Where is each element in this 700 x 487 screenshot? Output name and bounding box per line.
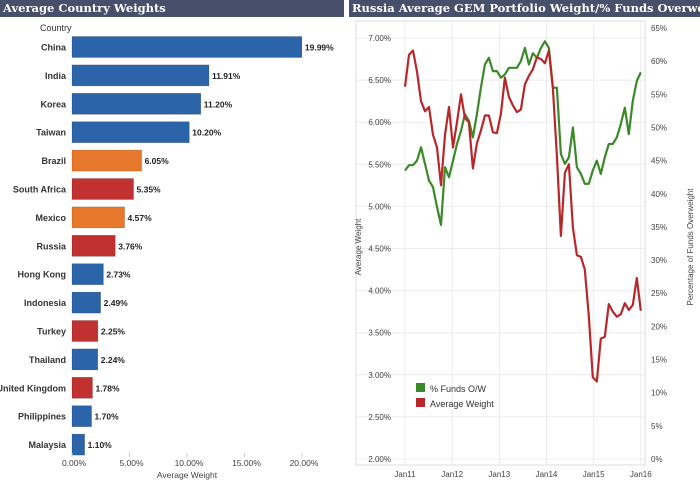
right-tick-label: 45%: [651, 157, 667, 166]
bar: [71, 376, 93, 399]
bar: [71, 178, 134, 200]
x-tick-label: 10.00%: [175, 458, 204, 468]
x-tick-label: Jan13: [488, 470, 510, 479]
right-axis-title: Percentage of Funds Overweight: [686, 188, 695, 306]
x-tick-label: Jan16: [630, 470, 652, 479]
x-tick-label: Jan15: [583, 470, 605, 479]
bar-value-label: 4.57%: [128, 213, 153, 223]
country-label: Mexico: [35, 213, 66, 223]
bar-value-label: 11.91%: [212, 71, 241, 81]
bar-value-label: 1.78%: [95, 383, 120, 393]
right-tick-label: 25%: [651, 289, 667, 298]
country-label: Russia: [36, 241, 67, 251]
russia-weight-line-chart: 2.00% 2.50% 3.00% 3.50% 4.00% 4.50% 5.00% 5.50%…: [354, 20, 695, 479]
x-tick-label: Jan11: [394, 470, 416, 479]
right-tick-label: 65%: [651, 24, 667, 33]
bar: [71, 149, 142, 172]
x-axis-title: Average Weight: [157, 470, 218, 480]
left-tick-label: 4.50%: [368, 245, 391, 254]
bar-value-label: 5.35%: [137, 185, 162, 195]
right-tick-label: 60%: [651, 57, 667, 66]
left-tick-label: 3.50%: [368, 329, 391, 338]
left-axis-title: Average Weight: [354, 218, 363, 275]
left-tick-label: 3.00%: [368, 371, 391, 380]
x-tick-label: 0.00%: [62, 458, 87, 468]
x-tick-label: Jan14: [536, 470, 558, 479]
right-tick-label: 15%: [651, 356, 667, 365]
right-tick-label: 10%: [651, 389, 667, 398]
country-label: Philippines: [18, 412, 66, 422]
right-tick-label: 5%: [651, 422, 663, 431]
country-label: Turkey: [37, 327, 66, 337]
right-tick-label: 30%: [651, 256, 667, 265]
bar-value-label: 6.05%: [145, 156, 170, 166]
bar: [71, 36, 303, 58]
bar-value-label: 2.73%: [106, 270, 131, 280]
country-label: Brazil: [41, 156, 66, 166]
country-label: Thailand: [29, 355, 66, 365]
bar: [71, 405, 92, 428]
left-tick-label: 5.50%: [368, 160, 391, 169]
left-tick-label: 4.00%: [368, 287, 391, 296]
left-chart-title: Average Country Weights: [0, 0, 344, 17]
country-label: Taiwan: [36, 128, 66, 138]
bar: [71, 93, 202, 115]
x-tick-label: 15.00%: [232, 458, 261, 468]
left-tick-label: 6.50%: [368, 76, 391, 85]
bar-value-label: 11.20%: [204, 99, 233, 109]
bar: [71, 206, 125, 229]
bar-value-label: 1.70%: [95, 412, 120, 422]
country-weights-bar-chart: Country China 19.99% India 11.91% Korea 11.20%…: [0, 23, 334, 480]
bar-value-label: 2.25%: [101, 327, 126, 337]
left-tick-label: 2.50%: [368, 413, 391, 422]
country-label: Malaysia: [28, 440, 67, 450]
right-tick-label: 55%: [651, 90, 667, 99]
country-label: South Africa: [13, 185, 67, 195]
bar: [71, 263, 104, 285]
bar: [71, 235, 116, 257]
country-label: India: [45, 71, 67, 81]
bar: [71, 291, 101, 314]
country-label: United Kingdom: [0, 383, 66, 393]
bar: [71, 320, 99, 342]
x-tick-label: 5.00%: [119, 458, 144, 468]
series-line-funds-ow: [404, 40, 642, 226]
legend-label: Average Weight: [430, 399, 494, 409]
legend-swatch: [416, 383, 425, 392]
left-tick-label: 5.00%: [368, 202, 391, 211]
left-tick-label: 6.00%: [368, 118, 391, 127]
bar-value-label: 2.49%: [104, 298, 129, 308]
x-tick-label: Jan12: [441, 470, 463, 479]
bar-value-label: 19.99%: [305, 43, 334, 53]
x-tick-label: 20.00%: [290, 458, 319, 468]
bar: [71, 348, 99, 371]
right-tick-label: 50%: [651, 123, 667, 132]
plot-area: [355, 20, 646, 466]
bar-value-label: 3.76%: [118, 241, 143, 251]
left-tick-label: 2.00%: [368, 455, 391, 464]
country-label: Hong Kong: [18, 270, 67, 280]
country-label: Korea: [40, 99, 67, 109]
series-line-average-weight: [403, 49, 642, 383]
right-tick-label: 20%: [651, 322, 667, 331]
legend-label: % Funds O/W: [430, 384, 487, 394]
country-label: China: [41, 43, 67, 53]
bar-value-label: 1.10%: [88, 440, 113, 450]
right-chart-title: Russia Average GEM Portfolio Weight/% Fu…: [349, 0, 700, 17]
right-tick-label: 0%: [651, 455, 663, 464]
right-tick-label: 35%: [651, 223, 667, 232]
right-tick-label: 40%: [651, 190, 667, 199]
y-axis-title: Country: [40, 23, 72, 33]
bar-value-label: 2.24%: [101, 355, 126, 365]
bar-value-label: 10.20%: [192, 128, 221, 138]
bar: [71, 64, 210, 87]
legend-swatch: [416, 398, 425, 407]
country-label: Indonesia: [24, 298, 67, 308]
bar: [71, 121, 190, 143]
bar: [71, 433, 85, 456]
left-tick-label: 7.00%: [368, 34, 391, 43]
